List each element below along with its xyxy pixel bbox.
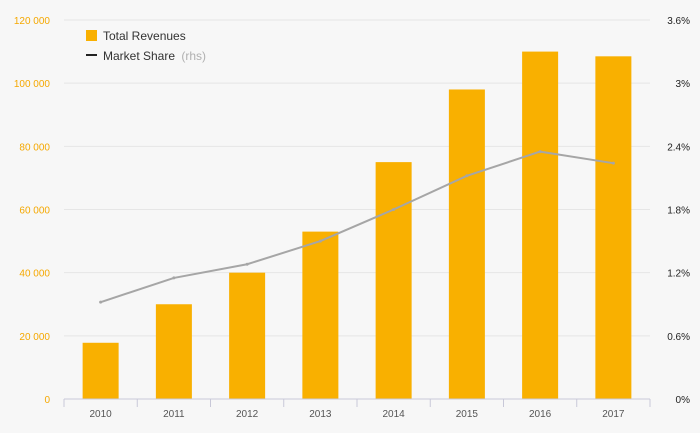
bar-total-revenues-2013	[302, 231, 339, 399]
bar-total-revenues-2014	[375, 162, 412, 399]
y-right-tick-label: 0.6%	[667, 332, 690, 343]
bar-total-revenues-2012	[229, 272, 266, 399]
bar-total-revenues-2010	[82, 342, 119, 399]
axes: 0 20 000 40 000 60 000 80 000 100 000 120 000 0…	[14, 16, 690, 420]
point-market-share-2015	[465, 174, 469, 178]
x-tick-label: 2012	[236, 409, 259, 420]
y-right-tick-label: 0%	[676, 395, 691, 406]
x-tick-label: 2016	[529, 409, 552, 420]
legend-label-market-share: Market Share (rhs)	[103, 49, 206, 63]
bar-total-revenues-2017	[595, 56, 632, 400]
point-market-share-2011	[172, 276, 176, 280]
point-market-share-2014	[392, 208, 396, 211]
bar-series	[82, 51, 632, 400]
y-right-tick-label: 2.4%	[667, 142, 690, 153]
line-series	[99, 150, 615, 304]
y-left-tick-label: 40 000	[19, 269, 50, 280]
point-market-share-2013	[318, 239, 322, 243]
x-tick-label: 2017	[602, 409, 625, 420]
legend-swatch-total-revenues	[86, 30, 97, 41]
gridlines	[64, 19, 650, 337]
point-market-share-2010	[99, 300, 103, 304]
y-left-tick-label: 0	[44, 395, 50, 406]
y-right-tick-label: 1.2%	[667, 269, 690, 280]
x-tick-label: 2015	[456, 409, 479, 420]
x-tick-label: 2011	[163, 409, 185, 420]
y-right-tick-label: 3%	[676, 79, 691, 90]
y-left-tick-label: 120 000	[14, 16, 51, 27]
point-market-share-2017	[611, 161, 615, 165]
line-market-share	[100, 150, 614, 304]
y-left-tick-label: 80 000	[19, 142, 50, 153]
x-tick-label: 2013	[309, 409, 332, 420]
legend-label-market-share-suffix: (rhs)	[181, 49, 206, 63]
point-market-share-2016	[538, 150, 542, 154]
y-left-tick-label: 20 000	[19, 332, 50, 343]
x-tick-label: 2014	[383, 409, 406, 420]
bar-total-revenues-2015	[448, 89, 485, 399]
y-left-tick-label: 100 000	[14, 79, 51, 90]
bar-total-revenues-2016	[522, 51, 559, 399]
point-market-share-2012	[245, 262, 249, 266]
y-right-tick-label: 1.8%	[667, 206, 690, 217]
legend-label-market-share-name: Market Share	[103, 49, 175, 63]
y-left-tick-label: 60 000	[19, 206, 50, 217]
legend-label-total-revenues: Total Revenues	[103, 29, 186, 43]
x-tick-label: 2010	[90, 409, 113, 420]
bar-total-revenues-2011	[155, 304, 192, 399]
legend: Total Revenues Market Share (rhs)	[86, 29, 206, 63]
y-right-tick-label: 3.6%	[667, 16, 690, 27]
